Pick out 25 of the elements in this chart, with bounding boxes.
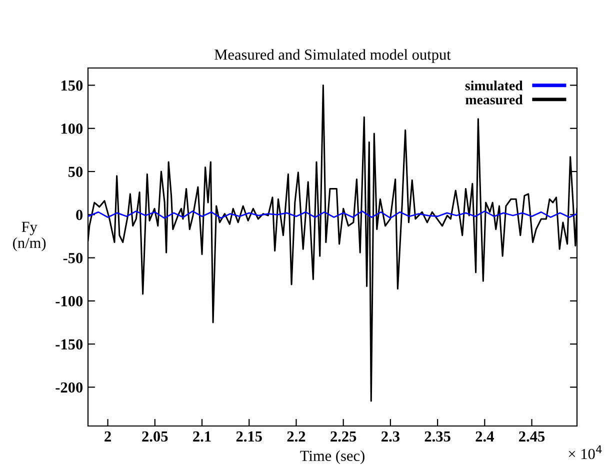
x-tick-label: 2.35 [424,431,450,442]
y-tick-label: 100 [61,124,83,134]
y-tick-label: 50 [68,166,83,177]
y-tick-label: -150 [56,339,83,350]
x-tick-label: 2.3 [382,431,400,442]
x-tick-label: 2.05 [142,431,168,442]
y-tick-label: -200 [56,382,83,393]
y-tick-label: 0 [76,210,83,220]
x-tick-label: 2.2 [287,431,306,442]
x-tick-label: 2 [104,431,111,442]
y-tick-label: -50 [63,252,83,264]
x-tick-label: 2.45 [519,431,545,442]
x-tick-label: 2.25 [330,431,356,442]
x-tick-label: 2.15 [236,431,262,442]
x-tick-label: 2.4 [476,431,494,442]
y-tick-label: 150 [61,80,83,91]
legend-label: measured [466,94,523,104]
legend-label: simulated [465,80,523,90]
text: × 10$^{4}$ [568,445,602,460]
line-series [88,210,577,219]
x-tick-label: 2.1 [193,431,211,442]
chart-title: Measured and Simulated model output [214,49,451,63]
y-tick-label: -100 [56,296,83,306]
y-axis-title: Fy (n/m) [13,222,46,252]
x-axis-title: Time (sec) [300,450,364,464]
